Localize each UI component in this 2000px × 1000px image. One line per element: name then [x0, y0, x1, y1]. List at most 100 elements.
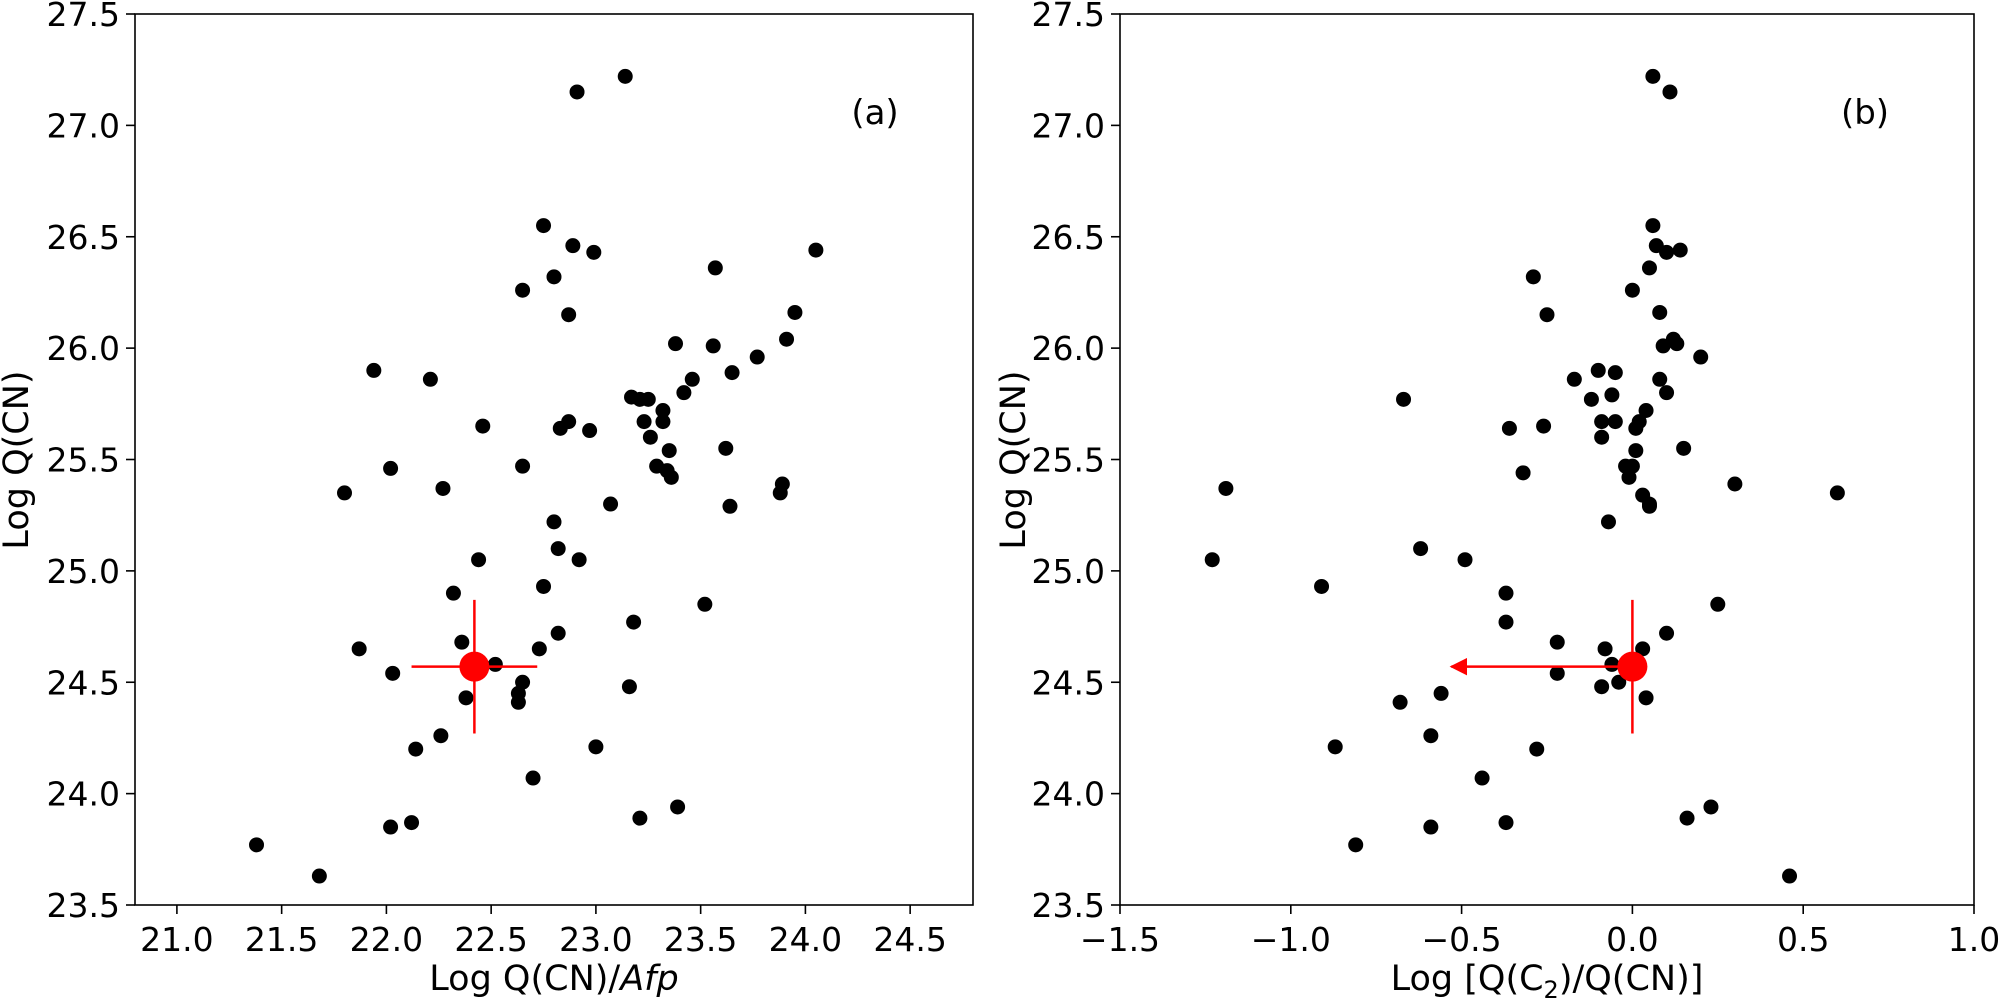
panel-label-a: (a): [851, 93, 898, 133]
data-point: [1590, 362, 1606, 378]
x-tick-label: 0.0: [1606, 920, 1658, 959]
data-point: [1583, 391, 1599, 407]
highlight-marker: [459, 651, 490, 682]
y-axis-label-a: Log Q(CN): [0, 370, 37, 549]
y-tick-label: 27.5: [1032, 0, 1105, 34]
x-tick-label: −0.5: [1422, 920, 1502, 959]
data-point: [1327, 739, 1343, 755]
data-point: [561, 414, 577, 430]
data-point: [546, 514, 562, 530]
data-point: [1433, 685, 1449, 701]
highlight-marker: [1617, 651, 1648, 682]
y-axis-b: 23.5 24.0 24.5 25.0 25.5 26.0 26.5 27.0 27.5: [1032, 0, 1120, 925]
y-axis-label-b: Log Q(CN): [994, 370, 1034, 549]
data-point: [515, 674, 531, 690]
data-point: [1396, 391, 1412, 407]
x-tick-label: 23.5: [664, 920, 737, 959]
data-point: [697, 596, 713, 612]
data-point: [1423, 819, 1439, 835]
data-point: [1641, 496, 1657, 512]
data-points-a: [249, 68, 824, 884]
y-tick-label: 24.5: [47, 663, 120, 702]
data-point: [536, 578, 552, 594]
y-tick-label: 26.0: [47, 329, 120, 368]
data-point: [1594, 414, 1610, 430]
highlight-point-a: [411, 599, 538, 734]
data-point: [1607, 365, 1623, 381]
data-point: [1597, 641, 1613, 657]
data-point: [1594, 429, 1610, 445]
x-tick-label: 21.0: [140, 920, 213, 959]
x-axis-b: −1.5 −1.0 −0.5 0.0 0.5 1.0: [1080, 905, 2000, 959]
data-point: [404, 815, 420, 831]
data-point: [1624, 282, 1640, 298]
data-point: [1679, 810, 1695, 826]
x-tick-label: −1.0: [1251, 920, 1331, 959]
data-point: [724, 365, 740, 381]
data-point: [1501, 420, 1517, 436]
y-tick-label: 24.0: [1032, 775, 1105, 814]
data-point: [550, 541, 566, 557]
y-tick-label: 27.0: [1032, 106, 1105, 145]
y-tick-label: 23.5: [1032, 886, 1105, 925]
y-tick-label: 26.0: [1032, 329, 1105, 368]
y-tick-label: 27.0: [47, 106, 120, 145]
data-point: [1638, 690, 1654, 706]
data-point: [471, 552, 487, 568]
data-point: [626, 614, 642, 630]
data-point: [1314, 578, 1330, 594]
data-point: [1631, 414, 1647, 430]
y-axis-a: 23.5 24.0 24.5 25.0 25.5 26.0 26.5 27.0 27.5: [47, 0, 135, 925]
data-point: [1539, 307, 1555, 323]
x-axis-a: 21.0 21.5 22.0 22.5 23.0 23.5 24.0 24.5: [140, 905, 947, 959]
highlight-point-b: [1449, 599, 1648, 734]
data-point: [632, 810, 648, 826]
data-point: [515, 282, 531, 298]
data-point: [749, 349, 765, 365]
data-point: [1659, 244, 1675, 260]
x-tick-label: 22.5: [454, 920, 527, 959]
data-point: [1413, 541, 1429, 557]
y-tick-label: 24.5: [1032, 663, 1105, 702]
data-point: [1600, 514, 1616, 530]
data-point: [531, 641, 547, 657]
data-point: [1515, 465, 1531, 481]
data-point: [1645, 68, 1661, 84]
data-point: [1672, 242, 1688, 258]
data-point: [1566, 371, 1582, 387]
data-point: [1676, 440, 1692, 456]
y-tick-label: 25.5: [1032, 441, 1105, 480]
scatter-panel-b: 23.5 24.0 24.5 25.0 25.5 26.0 26.5 27.0 27.5 −1.…: [994, 0, 2000, 1000]
data-point: [1474, 770, 1490, 786]
x-tick-label: 23.0: [559, 920, 632, 959]
data-point: [1392, 694, 1408, 710]
data-point: [774, 476, 790, 492]
data-point: [475, 418, 491, 434]
data-point: [655, 414, 671, 430]
data-point: [603, 496, 619, 512]
data-point: [311, 868, 327, 884]
data-point: [779, 331, 795, 347]
data-point: [249, 837, 265, 853]
data-point: [383, 819, 399, 835]
plot-frame-b: [1119, 13, 1975, 906]
y-tick-label: 25.5: [47, 441, 120, 480]
x-tick-label: 1.0: [1948, 920, 2000, 959]
data-point: [668, 336, 684, 352]
data-point: [366, 362, 382, 378]
data-point: [1659, 385, 1675, 401]
data-point: [1594, 679, 1610, 695]
data-point: [1604, 387, 1620, 403]
data-point: [586, 244, 602, 260]
data-point: [617, 68, 633, 84]
data-point: [684, 371, 700, 387]
data-point: [571, 552, 587, 568]
data-point: [385, 665, 401, 681]
data-point: [550, 625, 566, 641]
data-point: [565, 238, 581, 254]
y-tick-label: 26.5: [1032, 218, 1105, 257]
y-tick-label: 27.5: [47, 0, 120, 34]
data-point: [642, 429, 658, 445]
data-point: [1204, 552, 1220, 568]
y-tick-label: 23.5: [47, 886, 120, 925]
